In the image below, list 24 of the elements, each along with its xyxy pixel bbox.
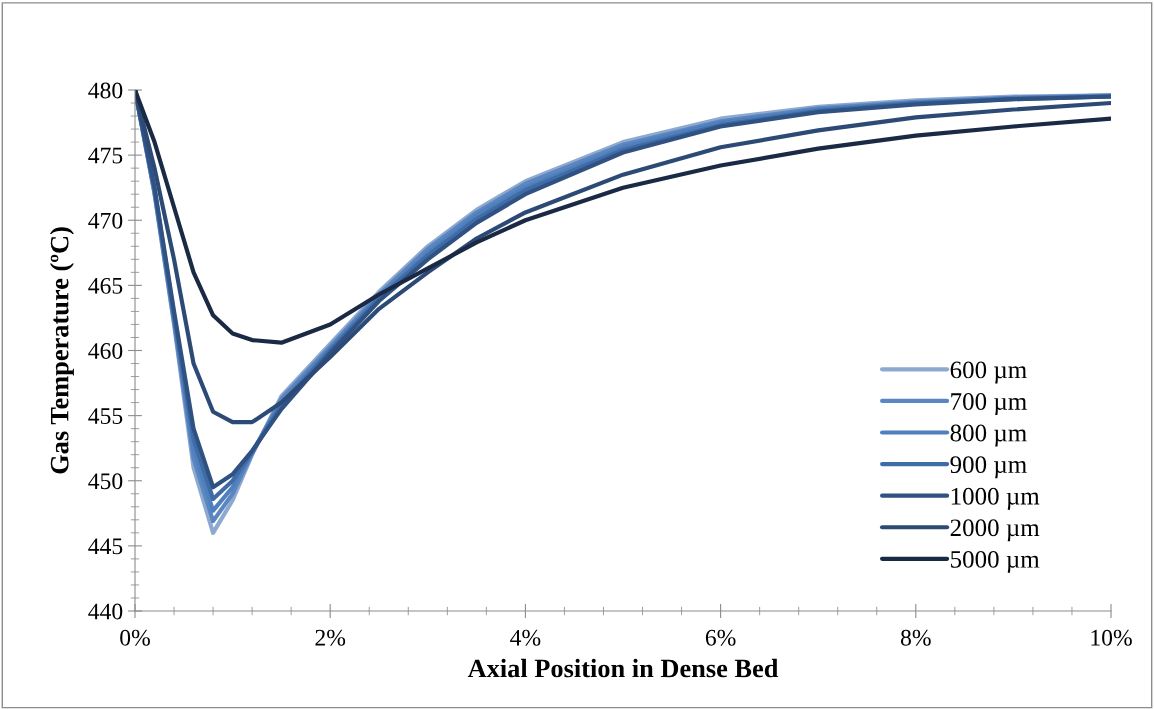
legend-label: 800 µm	[950, 424, 1027, 447]
legend-label: 2000 µm	[950, 519, 1040, 542]
x-tick-label: 0%	[120, 629, 150, 646]
x-tick-label: 10%	[1091, 629, 1132, 646]
x-tick-label: 2%	[315, 629, 346, 646]
legend-label: 1000 µm	[951, 487, 1040, 510]
y-tick-label: 460	[88, 342, 123, 359]
y-tick-label: 450	[88, 473, 123, 490]
x-tick-label: 6%	[705, 629, 736, 646]
legend-label: 900 µm	[950, 456, 1027, 479]
y-tick-label: 440	[88, 603, 123, 620]
y-tick-label: 470	[88, 212, 123, 229]
y-tick-label: 475	[88, 147, 123, 164]
y-tick-label: 465	[88, 277, 123, 294]
x-tick-label: 4%	[510, 629, 541, 646]
y-axis-title: Gas Temperature (ºC)	[49, 227, 74, 474]
legend-label: 600 µm	[950, 361, 1027, 384]
legend-label: 700 µm	[951, 393, 1027, 415]
y-tick-label: 445	[88, 538, 123, 555]
x-tick-label: 8%	[900, 629, 931, 646]
x-axis-title: Axial Position in Dense Bed	[467, 658, 779, 678]
y-tick-label: 455	[88, 408, 123, 425]
legend-label: 5000 µm	[951, 550, 1040, 573]
y-tick-label: 480	[88, 82, 123, 99]
